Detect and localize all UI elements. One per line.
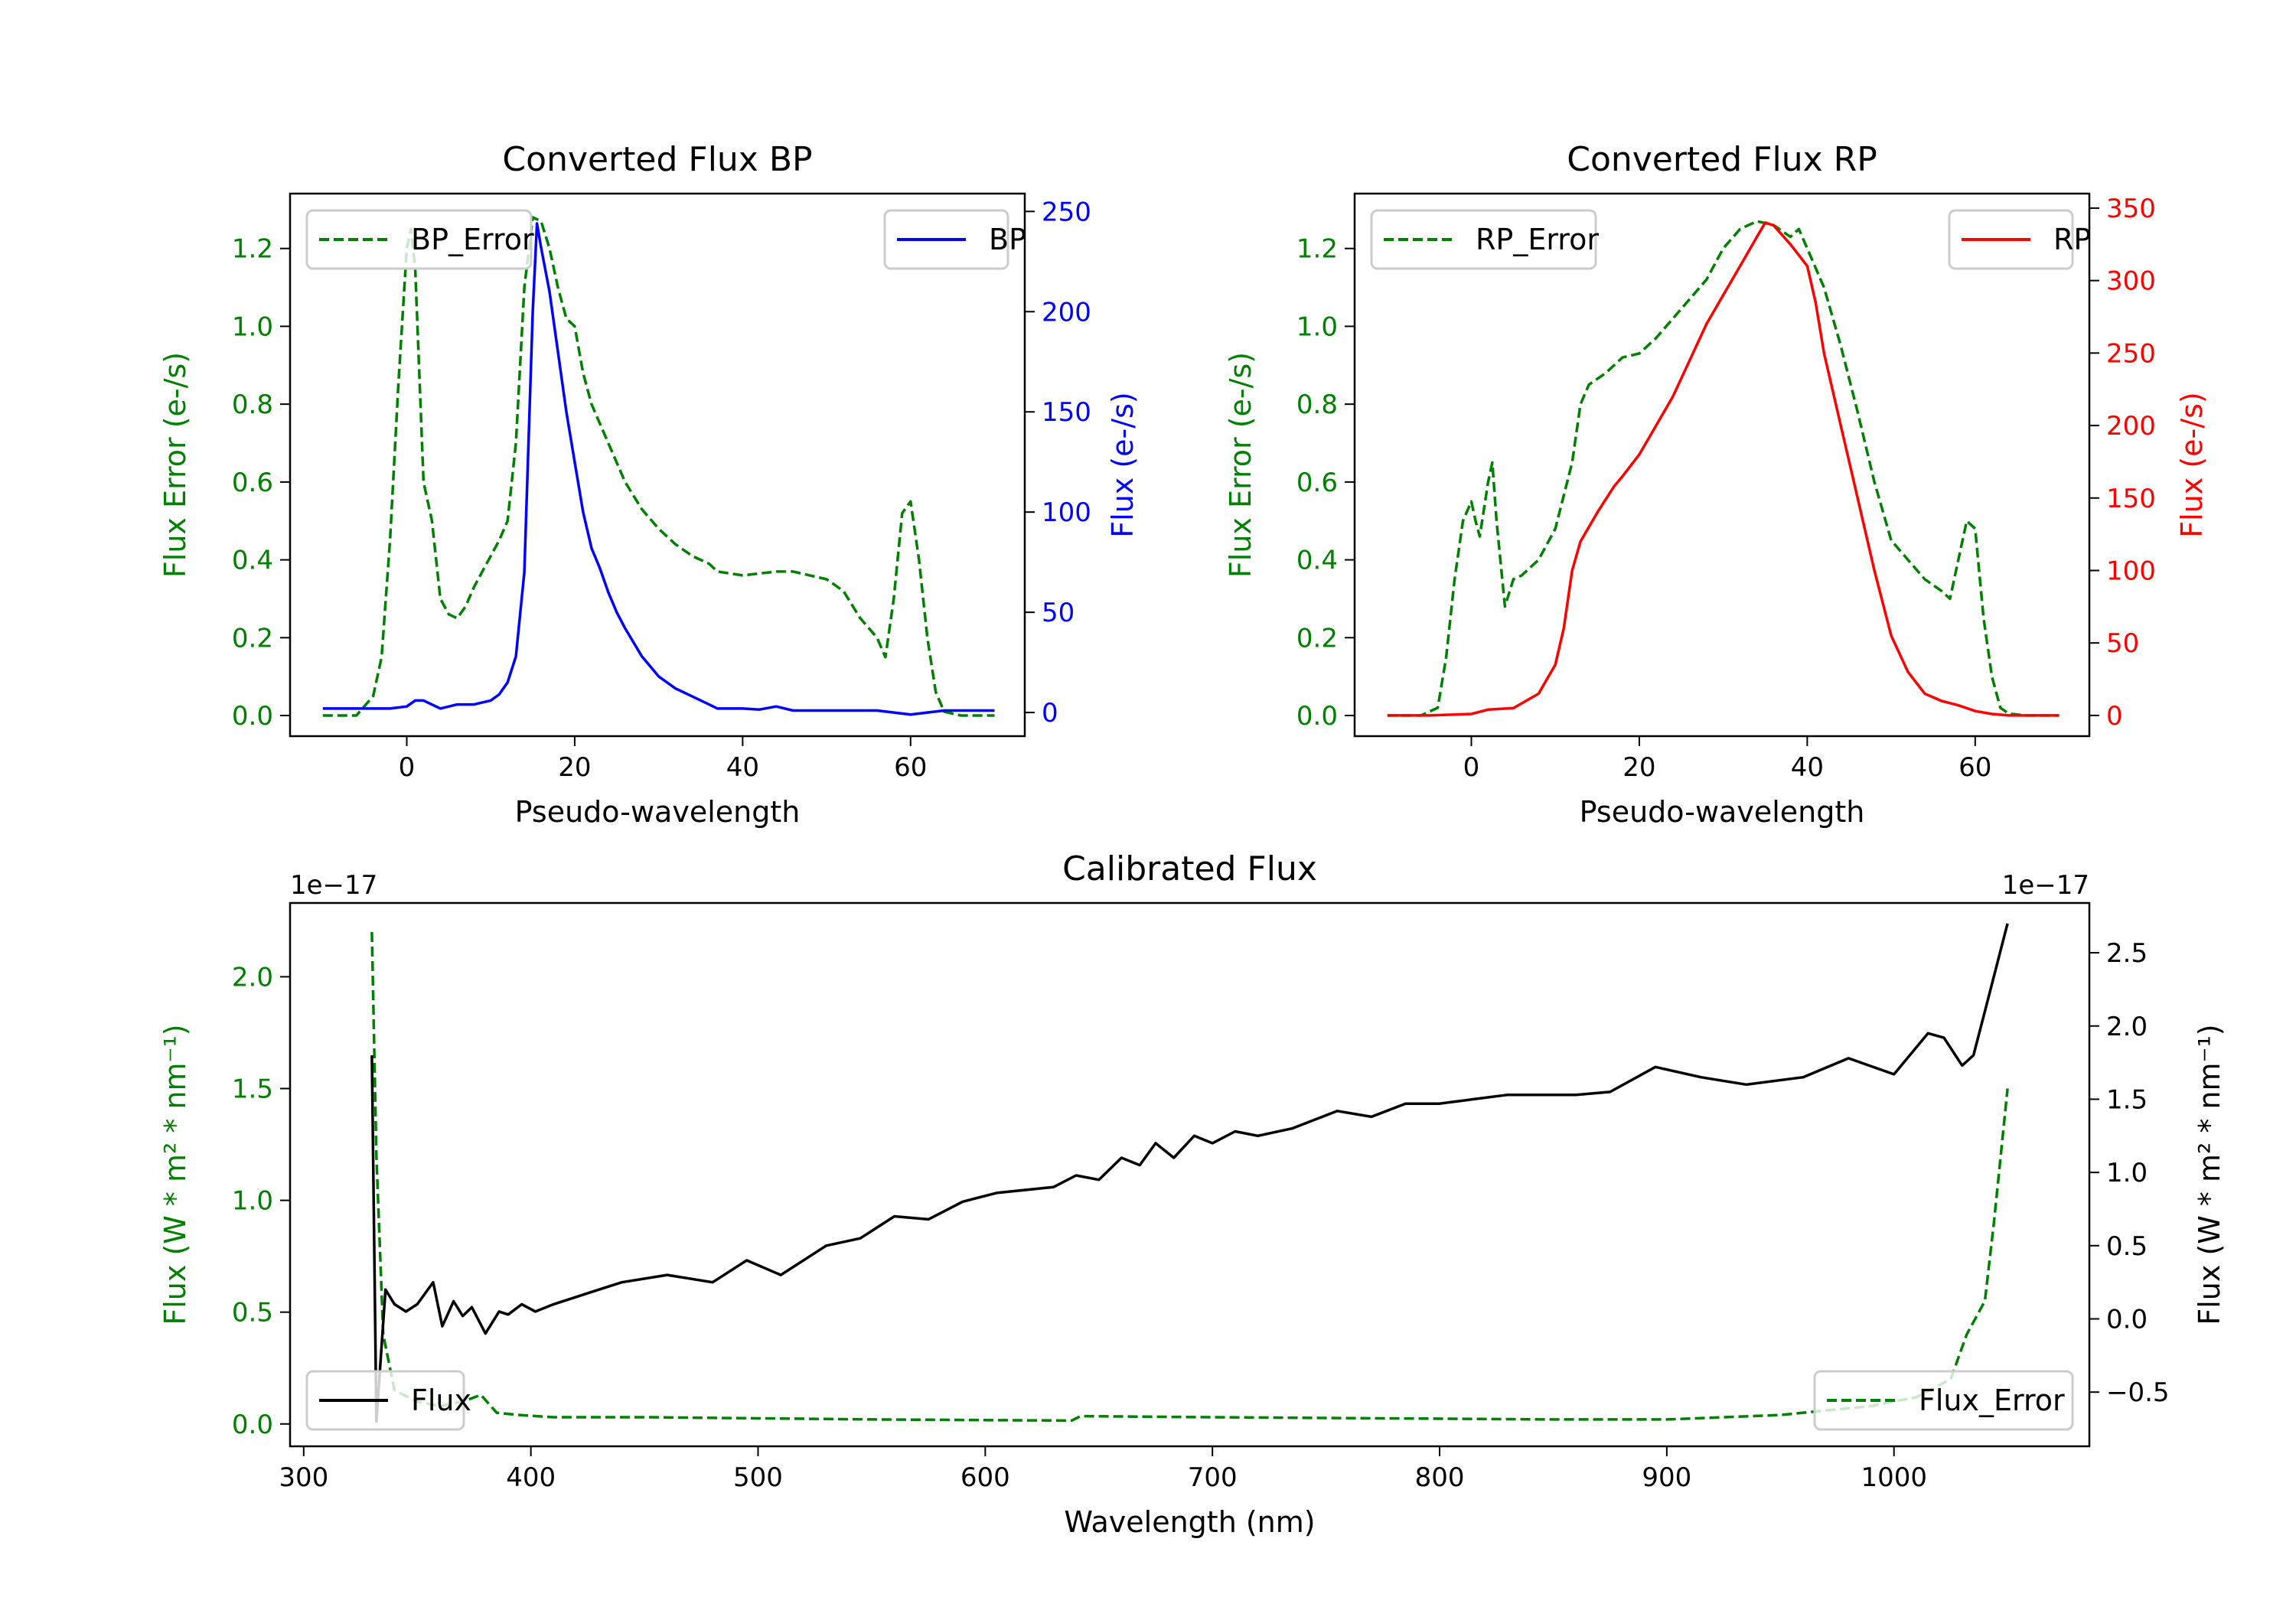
y-left-tick-label: 0.2 <box>1296 623 1338 654</box>
legend-label: Flux <box>411 1384 471 1417</box>
y-right-tick-label: 0 <box>1042 698 1058 729</box>
y-right-tick-label: 300 <box>2106 266 2156 297</box>
series-line-flux <box>370 923 2009 1423</box>
axes-frame <box>289 901 2091 1448</box>
y-left-tick-label: 0.0 <box>1296 701 1338 732</box>
y-left-tick-label: 1.2 <box>232 234 273 265</box>
x-axis-label: Wavelength (nm) <box>1064 1505 1315 1539</box>
y-left-tick-label: 1.5 <box>232 1074 273 1105</box>
y-left-tick-label: 1.0 <box>232 311 273 342</box>
legend-flux: Flux <box>305 1370 471 1431</box>
x-tick-label: 20 <box>1623 752 1655 783</box>
chart-title: Converted Flux RP <box>1567 140 1877 179</box>
x-tick-label: 0 <box>1463 752 1480 783</box>
chart-title: Converted Flux BP <box>502 140 812 179</box>
y-right-tick-label: 50 <box>2106 628 2139 659</box>
axes-frame <box>289 192 1026 738</box>
series-line-rp-error <box>1387 220 2060 717</box>
y-left-tick-label: 1.0 <box>232 1186 273 1217</box>
y-right-axis-label: Flux (e-/s) <box>2175 392 2209 537</box>
y-left-tick-label: 1.2 <box>1296 234 1338 265</box>
y-right-tick-label: 150 <box>1042 397 1091 428</box>
y-right-tick-label: 100 <box>2106 556 2156 586</box>
y-right-tick-label: 200 <box>2106 411 2156 442</box>
y-left-axis-label: Flux Error (e-/s) <box>1224 352 1257 578</box>
y-right-tick-label: 200 <box>1042 297 1091 328</box>
y-right-tick-label: 1.0 <box>2106 1158 2148 1188</box>
chart-title: Calibrated Flux <box>1062 849 1317 888</box>
x-tick-label: 900 <box>1642 1462 1691 1493</box>
y-right-tick-label: 1.5 <box>2106 1084 2148 1115</box>
x-tick-label: 700 <box>1188 1462 1238 1493</box>
bp-panel: Converted Flux BP 0 20 40 60 Pseudo-wavelengt… <box>158 140 1140 829</box>
axes-frame <box>1353 192 2091 738</box>
y-right-offset-label: 1e−17 <box>2002 870 2089 901</box>
x-tick-label: 300 <box>279 1462 328 1493</box>
rp-panel: Converted Flux RP 0 20 40 60 Pseudo-wavelengt… <box>1224 140 2209 829</box>
y-left-tick-label: 0.0 <box>232 701 273 732</box>
y-right-tick-label: −0.5 <box>2106 1377 2170 1408</box>
legend-label: BP_Error <box>411 223 534 256</box>
x-tick-label: 800 <box>1415 1462 1465 1493</box>
x-tick-label: 1000 <box>1861 1462 1927 1493</box>
y-left-tick-label: 0.8 <box>1296 390 1338 420</box>
legend-bp-error: BP_Error <box>305 209 534 270</box>
series-line-rp <box>1387 221 2060 717</box>
y-right-tick-label: 0.0 <box>2106 1305 2148 1335</box>
x-tick-label: 60 <box>894 752 927 783</box>
legend-label: BP <box>989 223 1026 256</box>
legend-box <box>305 209 533 270</box>
y-right-tick-label: 0.5 <box>2106 1231 2148 1262</box>
y-left-tick-label: 0.8 <box>232 390 273 420</box>
y-right-tick-label: 150 <box>2106 484 2156 514</box>
y-right-tick-label: 50 <box>1042 598 1075 628</box>
y-right-tick-label: 0 <box>2106 701 2123 732</box>
y-left-tick-label: 0.4 <box>1296 546 1338 576</box>
y-left-tick-label: 0.0 <box>232 1410 273 1440</box>
calibrated-panel: Calibrated Flux 300 400 500 600 700 800 900 1000… <box>158 849 2226 1539</box>
y-left-tick-label: 0.6 <box>1296 468 1338 498</box>
y-right-axis-label: Flux (e-/s) <box>1106 392 1140 537</box>
y-left-offset-label: 1e−17 <box>290 870 377 901</box>
legend-flux-error: Flux_Error <box>1813 1370 2074 1431</box>
x-axis-label: Pseudo-wavelength <box>1580 795 1865 829</box>
legend-box <box>1370 209 1597 270</box>
x-tick-label: 600 <box>960 1462 1010 1493</box>
legend-box <box>1813 1370 2074 1431</box>
y-right-tick-label: 100 <box>1042 497 1091 528</box>
y-left-tick-label: 1.0 <box>1296 311 1338 342</box>
y-left-tick-label: 0.4 <box>232 546 273 576</box>
x-tick-label: 20 <box>558 752 591 783</box>
x-tick-label: 40 <box>1791 752 1824 783</box>
y-right-axis-label: Flux (W * m² * nm⁻¹) <box>2193 1024 2226 1325</box>
y-left-axis-label: Flux Error (e-/s) <box>158 352 192 578</box>
y-right-tick-label: 250 <box>1042 197 1091 227</box>
y-left-tick-label: 0.5 <box>232 1298 273 1328</box>
legend-rp: RP <box>1948 209 2091 270</box>
x-axis-label: Pseudo-wavelength <box>515 795 801 829</box>
series-line-bp <box>322 222 995 716</box>
y-right-tick-label: 250 <box>2106 338 2156 369</box>
x-tick-label: 400 <box>506 1462 556 1493</box>
x-tick-label: 60 <box>1958 752 1991 783</box>
y-right-tick-label: 2.5 <box>2106 938 2148 969</box>
y-left-tick-label: 0.2 <box>232 623 273 654</box>
y-left-tick-label: 2.0 <box>232 962 273 993</box>
y-left-tick-label: 0.6 <box>232 468 273 498</box>
legend-label: RP <box>2053 223 2091 256</box>
y-right-tick-label: 2.0 <box>2106 1012 2148 1042</box>
x-tick-label: 0 <box>399 752 416 783</box>
y-left-axis-label: Flux (W * m² * nm⁻¹) <box>158 1024 192 1325</box>
series-line-bp-error <box>322 216 995 717</box>
legend-bp: BP <box>883 209 1026 270</box>
x-tick-label: 40 <box>726 752 759 783</box>
legend-label: Flux_Error <box>1919 1384 2065 1417</box>
x-tick-label: 500 <box>733 1462 783 1493</box>
legend-rp-error: RP_Error <box>1370 209 1599 270</box>
y-right-tick-label: 350 <box>2106 194 2156 224</box>
legend-label: RP_Error <box>1476 223 1599 256</box>
